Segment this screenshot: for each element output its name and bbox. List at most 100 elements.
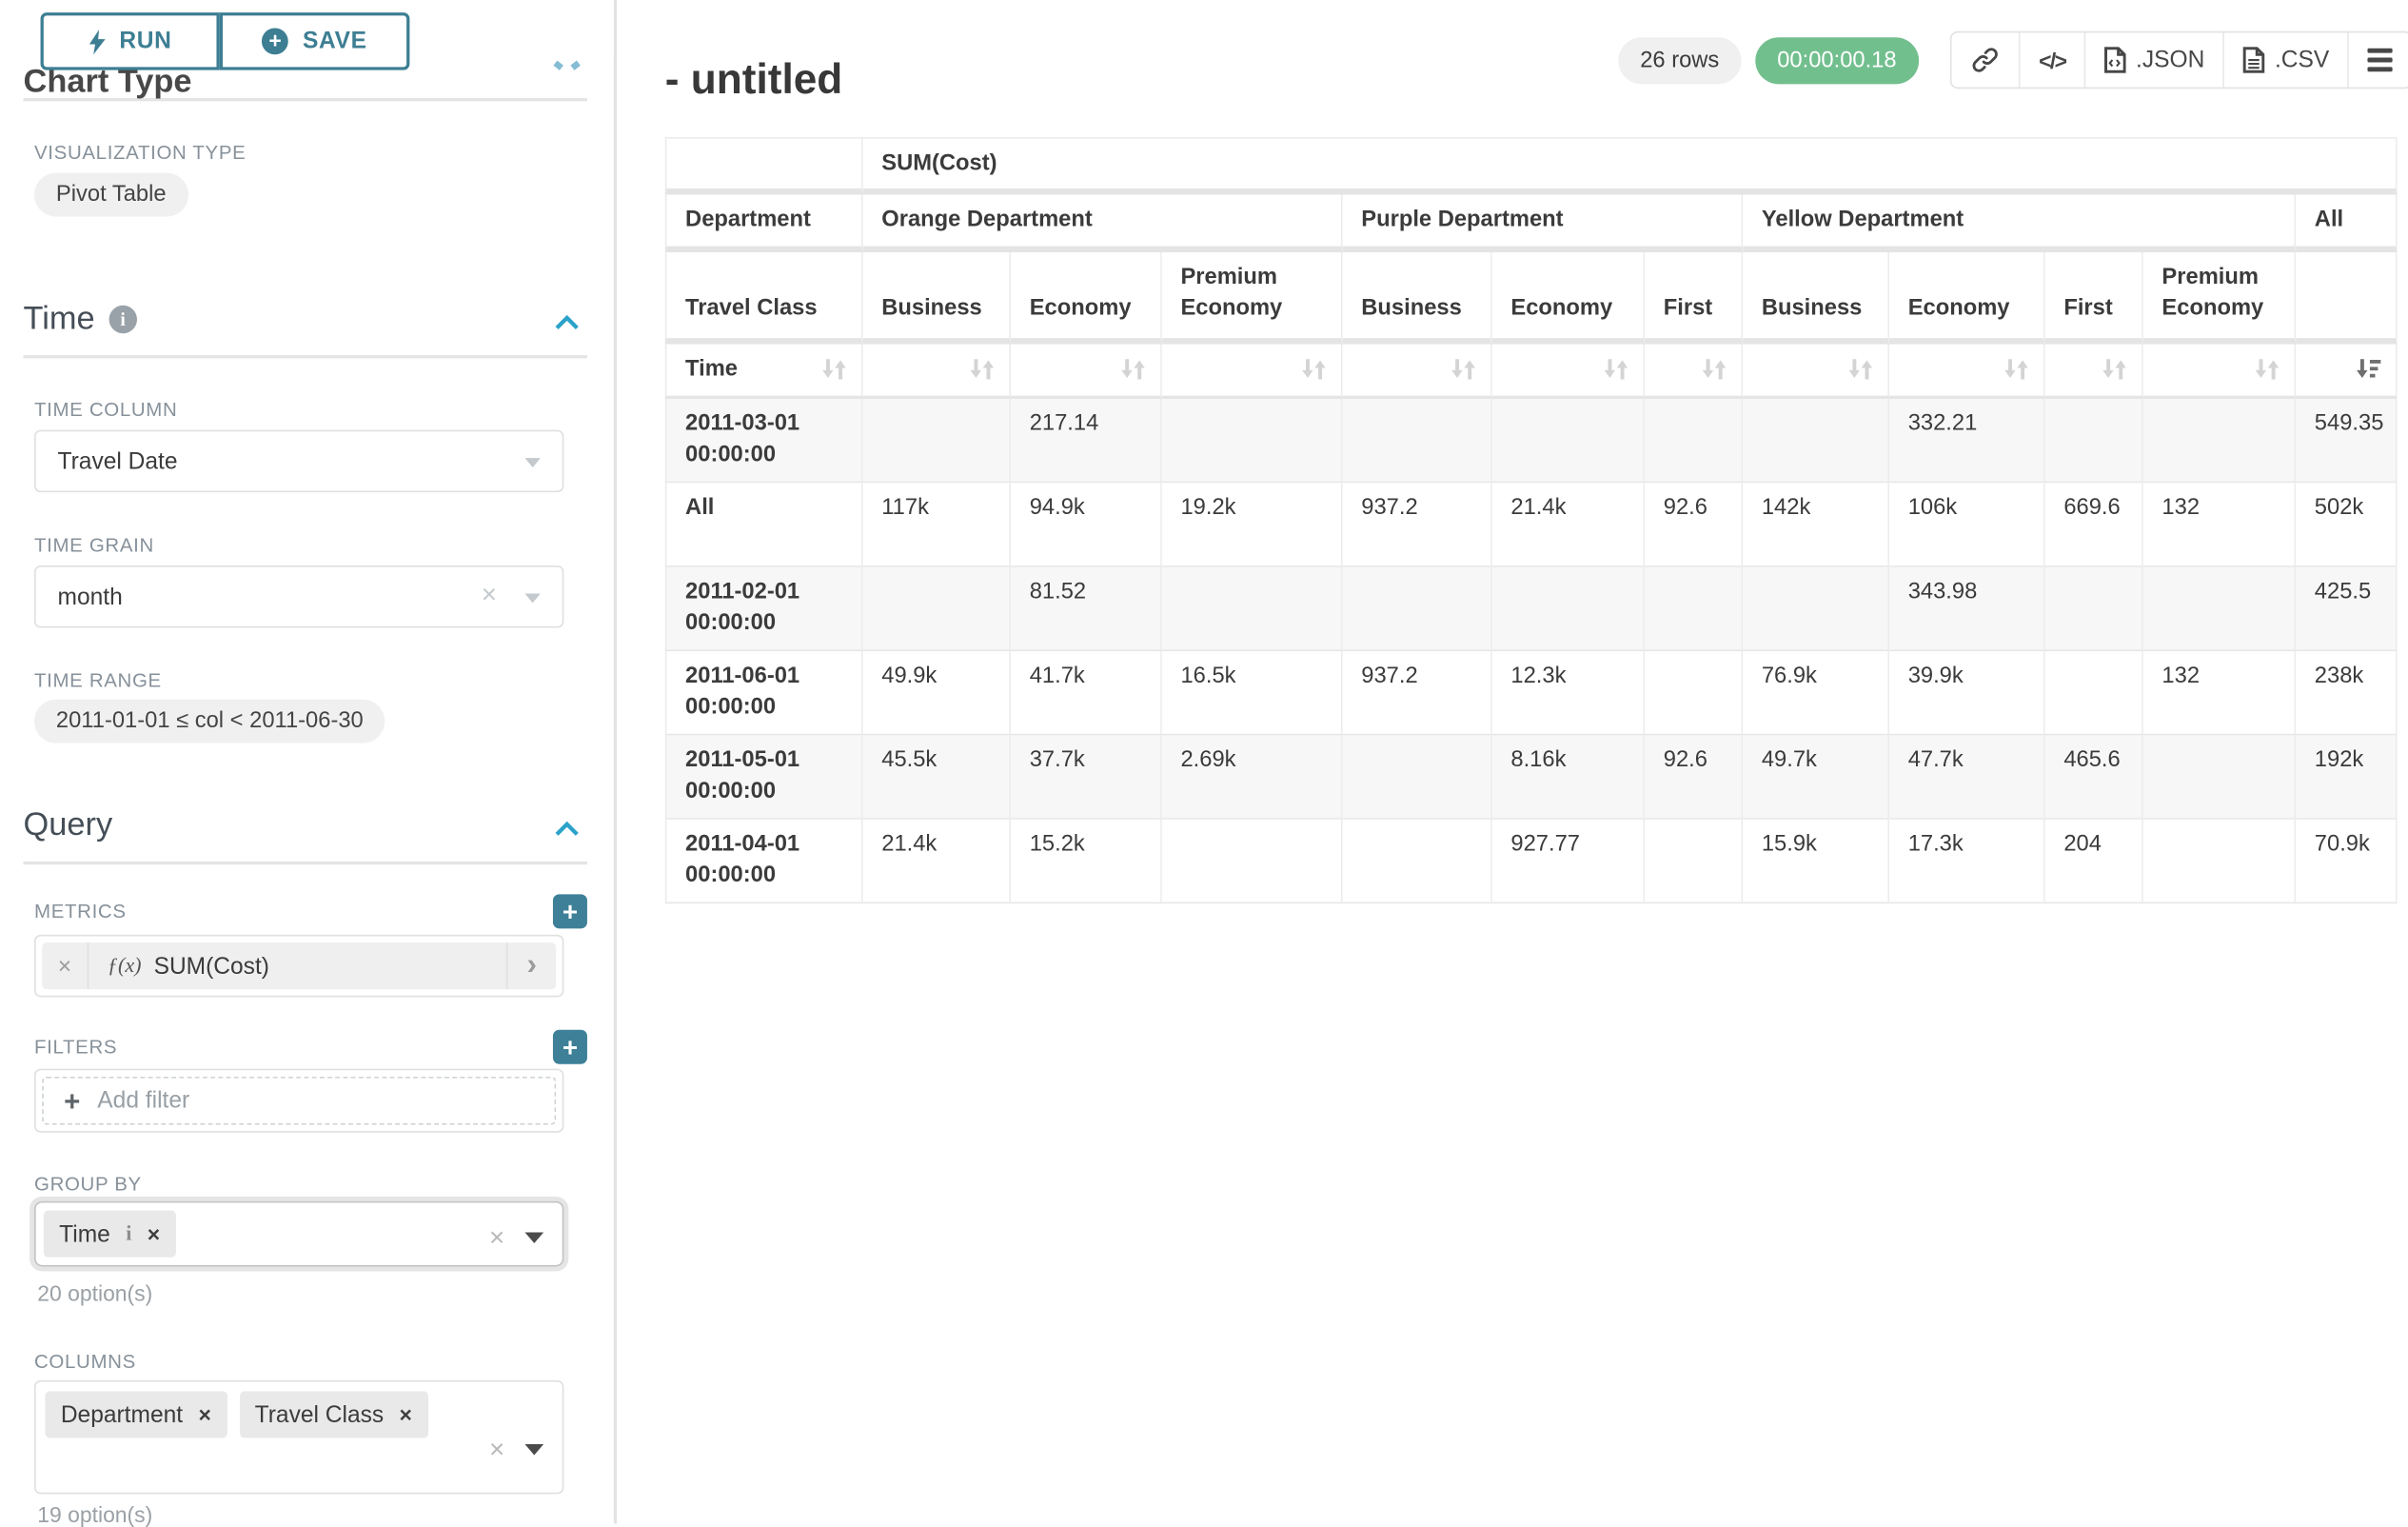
pivot-cell: 45.5k [862, 735, 1012, 821]
time-column-value: Travel Date [57, 447, 178, 475]
time-section-title: Time [23, 300, 95, 337]
pivot-cell: 2.69k [1161, 735, 1343, 821]
sort-header[interactable] [1342, 344, 1492, 400]
row-dim-header: Department [664, 195, 863, 252]
group-by-control[interactable]: Time i × × [30, 1196, 569, 1272]
time-range-pill[interactable]: 2011-01-01 ≤ col < 2011-06-30 [34, 699, 385, 744]
class-header: Economy [1011, 251, 1162, 345]
sort-header[interactable] [1743, 344, 1890, 400]
chevron-down-icon [524, 1444, 544, 1456]
chevron-down-icon [524, 593, 541, 604]
action-button-group: RUN + SAVE [40, 12, 410, 70]
sort-icon[interactable] [1847, 357, 1874, 382]
sort-header[interactable] [1011, 344, 1162, 400]
pivot-cell: 192k [2296, 735, 2398, 821]
page-title: - untitled [664, 56, 843, 104]
json-file-icon [2104, 47, 2127, 73]
time-grain-value: month [57, 583, 123, 610]
clear-icon[interactable]: × [481, 579, 498, 609]
copy-link-button[interactable] [1952, 32, 2019, 87]
sort-icon[interactable] [2254, 357, 2280, 382]
add-filter-button[interactable]: + Add filter [42, 1076, 557, 1125]
sort-header[interactable] [1161, 344, 1343, 400]
remove-tag-icon[interactable]: × [399, 1401, 412, 1428]
visualization-type-pill[interactable]: Pivot Table [34, 172, 188, 217]
remove-metric-icon[interactable]: × [42, 942, 89, 990]
sort-header-time[interactable]: Time [664, 344, 863, 400]
save-button[interactable]: + SAVE [219, 12, 410, 70]
save-button-label: SAVE [303, 28, 367, 55]
pivot-cell [1491, 399, 1646, 484]
pivot-body: 2011-03-01 00:00:00 217.14 332.21 549.35 All… [664, 399, 2398, 904]
tag-label: Department [60, 1401, 184, 1428]
chevron-right-icon[interactable]: › [505, 942, 556, 990]
table-row: 2011-03-01 00:00:00 217.14 332.21 549.35 [664, 399, 2398, 484]
view-query-button[interactable]: </> [2018, 32, 2084, 88]
sort-icon[interactable] [969, 357, 996, 382]
export-json-label: .JSON [2136, 47, 2205, 73]
add-metric-button[interactable]: + [552, 894, 587, 929]
divider [23, 98, 587, 102]
pivot-row-label: 2011-02-01 00:00:00 [664, 566, 863, 652]
sort-icon[interactable] [1603, 357, 1629, 382]
pivot-cell [2142, 735, 2297, 821]
class-header: First [2044, 251, 2143, 345]
sort-header[interactable] [1889, 344, 2045, 400]
class-header: Economy [1889, 251, 2045, 345]
sort-icon[interactable] [2102, 357, 2128, 382]
pivot-cell: 217.14 [1011, 399, 1162, 484]
sort-icon[interactable] [1451, 357, 1477, 382]
chevron-down-icon [524, 458, 541, 467]
pivot-cell: 425.5 [2296, 566, 2398, 652]
time-section-collapse-chevron-icon[interactable] [555, 310, 580, 329]
pivot-row-label: 2011-05-01 00:00:00 [664, 735, 863, 821]
divider [23, 355, 587, 359]
sort-header[interactable] [2044, 344, 2143, 400]
pivot-cell: 41.7k [1011, 651, 1162, 736]
pivot-cell: 502k [2296, 483, 2398, 567]
sort-icon[interactable] [2003, 357, 2030, 382]
sort-icon[interactable] [1701, 357, 1727, 382]
columns-control[interactable]: Department × Travel Class × × [34, 1379, 564, 1495]
sort-icon[interactable] [1300, 357, 1327, 382]
chart-type-collapse-chevron-icon[interactable] [553, 60, 563, 70]
query-section-collapse-chevron-icon[interactable] [555, 817, 580, 836]
class-header: Premium Economy [1161, 251, 1343, 345]
remove-tag-icon[interactable]: × [198, 1401, 211, 1428]
time-column-select[interactable]: Travel Date [34, 429, 564, 493]
sort-header[interactable] [862, 344, 1012, 400]
pivot-row-label: 2011-03-01 00:00:00 [664, 399, 863, 484]
class-header: Business [862, 251, 1012, 345]
row-count-badge: 26 rows [1618, 37, 1742, 85]
pivot-cell: 669.6 [2044, 483, 2143, 567]
time-grain-select[interactable]: month × [34, 565, 564, 628]
menu-button[interactable] [2347, 32, 2408, 88]
remove-tag-icon[interactable]: × [147, 1221, 161, 1247]
travel-class-header-row: Travel Class Business Economy Premium Ec… [664, 251, 2398, 345]
clear-icon[interactable]: × [488, 1435, 505, 1465]
group-header-all: All [2296, 195, 2398, 252]
metric-pill[interactable]: × ƒ(x) SUM(Cost) › [42, 942, 557, 990]
sort-header[interactable] [1645, 344, 1744, 400]
pivot-cell [2142, 820, 2297, 904]
sort-descending-icon[interactable] [2356, 357, 2382, 382]
chart-type-collapse-chevron-icon[interactable] [570, 60, 581, 70]
pivot-cell: 81.52 [1011, 566, 1162, 652]
run-button[interactable]: RUN [40, 12, 220, 70]
sort-icon[interactable] [820, 357, 847, 382]
pivot-cell: 142k [1743, 483, 1890, 567]
query-section-title: Query [23, 806, 113, 843]
export-csv-button[interactable]: .CSV [2222, 32, 2348, 88]
sort-icon[interactable] [1120, 357, 1147, 382]
pivot-cell [1342, 820, 1492, 904]
clear-icon[interactable]: × [488, 1222, 505, 1253]
export-json-button[interactable]: .JSON [2084, 32, 2223, 88]
pivot-cell [1342, 735, 1492, 821]
sort-header[interactable] [1491, 344, 1646, 400]
add-filter-plus-button[interactable]: + [552, 1029, 587, 1064]
class-header: Business [1743, 251, 1890, 345]
pivot-cell: 937.2 [1342, 483, 1492, 567]
sort-header-all-active[interactable] [2296, 344, 2398, 400]
sort-header[interactable] [2142, 344, 2297, 400]
